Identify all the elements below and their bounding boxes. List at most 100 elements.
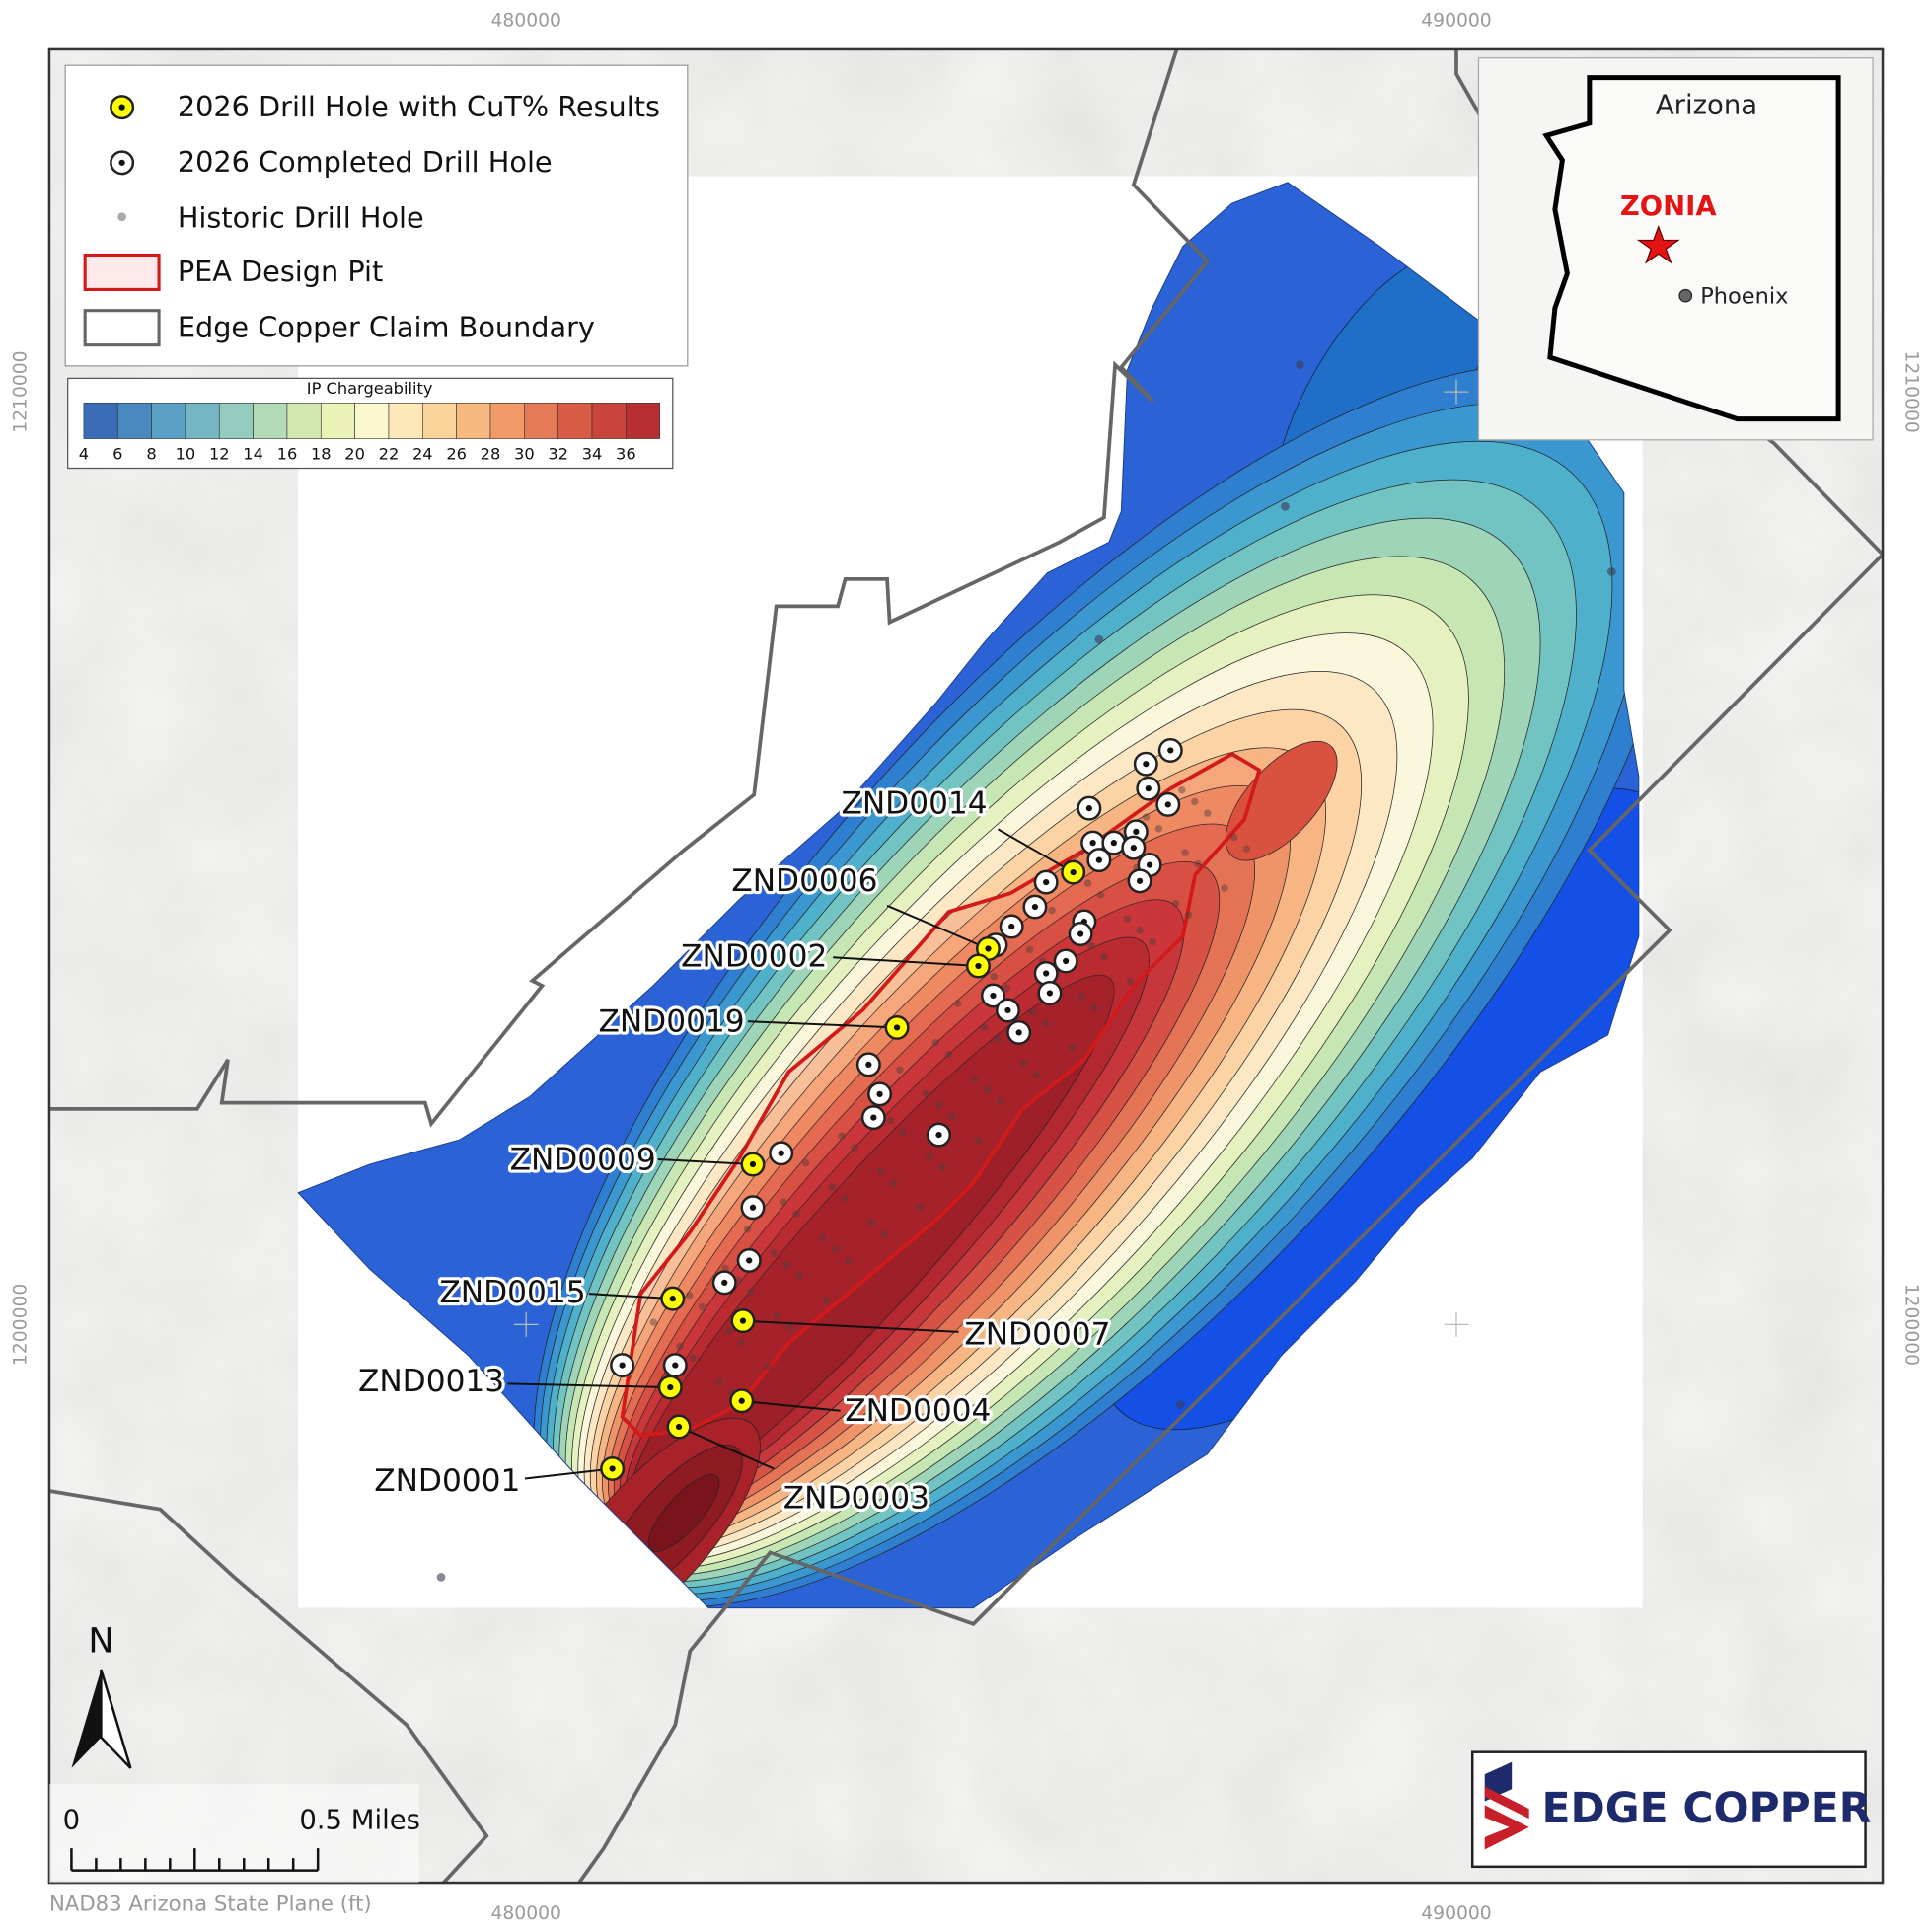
- historic-hole: [1032, 1071, 1041, 1078]
- historic-hole: [1175, 1400, 1185, 1409]
- historic-hole: [1181, 849, 1189, 856]
- projection-note: NAD83 Arizona State Plane (ft): [49, 1893, 372, 1917]
- historic-hole: [922, 1089, 930, 1098]
- historic-hole: [721, 1264, 729, 1273]
- legend: 2026 Drill Hole with CuT% Results 2026 C…: [64, 64, 689, 367]
- legend-symbol: [83, 309, 161, 347]
- historic-hole: [1126, 977, 1135, 986]
- colorbar-swatch: [591, 403, 627, 439]
- historic-hole: [764, 1363, 772, 1371]
- legend-label: PEA Design Pit: [178, 255, 383, 288]
- legend-label: 2026 Completed Drill Hole: [178, 145, 553, 179]
- result-hole-center: [669, 1296, 676, 1302]
- legend-box: [64, 64, 689, 367]
- drill-holes: ZND0014 ZND0006 ZND0002 ZND0019 ZND0009 ZND00…: [355, 737, 1183, 1520]
- historic-hole: [698, 1302, 706, 1311]
- historic-hole: [1242, 845, 1251, 853]
- historic-hole: [1154, 824, 1163, 833]
- historic-hole: [880, 1229, 888, 1238]
- historic-hole: [1281, 501, 1290, 511]
- historic-hole: [436, 1572, 446, 1582]
- historic-hole: [1019, 1059, 1028, 1067]
- colorbar-tick-label: 18: [311, 444, 332, 463]
- historic-hole: [896, 1066, 904, 1074]
- hole-label: ZND0001: [374, 1463, 520, 1499]
- historic-hole: [1083, 879, 1092, 887]
- legend-label: 2026 Drill Hole with CuT% Results: [178, 90, 660, 123]
- result-hole-center: [675, 1423, 683, 1431]
- historic-hole: [938, 1163, 946, 1172]
- arizona-outline: [1542, 75, 1841, 422]
- coord-label: 1200000: [1900, 1284, 1921, 1366]
- completed-hole-center: [935, 1131, 942, 1139]
- colorbar-tick-label: 32: [548, 444, 568, 463]
- historic-hole: [1029, 1007, 1037, 1016]
- colorbar-swatch: [456, 403, 491, 439]
- historic-hole: [649, 1318, 658, 1326]
- completed-hole-center: [1004, 1006, 1011, 1014]
- completed-hole-center: [1133, 828, 1140, 836]
- historic-hole: [785, 1323, 794, 1331]
- completed-hole-center: [1167, 747, 1174, 754]
- inset-site: ZONIA: [1620, 191, 1717, 222]
- leader-line: [742, 1319, 959, 1333]
- colorbar-swatch: [116, 403, 152, 439]
- colorbar-swatch: [83, 403, 118, 439]
- result-hole-center: [667, 1383, 674, 1391]
- historic-hole: [899, 1128, 907, 1137]
- colorbar-tick-label: 24: [412, 444, 433, 463]
- historic-hole: [1171, 899, 1180, 908]
- colorbar-swatch: [524, 403, 558, 439]
- historic-hole: [1191, 797, 1199, 806]
- colorbar-tick-label: 36: [616, 444, 636, 463]
- completed-hole-center: [870, 1114, 877, 1121]
- completed-hole-center: [1043, 970, 1050, 977]
- historic-hole: [737, 1338, 746, 1347]
- colorbar-swatch: [253, 403, 288, 439]
- result-hole-center: [985, 945, 992, 952]
- historic-hole: [1048, 906, 1056, 915]
- historic-hole: [676, 1342, 684, 1351]
- historic-hole: [886, 1116, 895, 1125]
- historic-hole: [828, 1183, 837, 1191]
- result-hole-center: [975, 962, 982, 970]
- logo: EDGE COPPER: [1470, 1750, 1871, 1869]
- legend-label: Edge Copper Claim Boundary: [178, 310, 595, 343]
- arrow-half: [71, 1670, 102, 1768]
- hole-label: ZND0015: [439, 1275, 585, 1310]
- completed-hole-center: [1015, 1029, 1022, 1036]
- historic-hole: [1229, 833, 1238, 842]
- hole-label: ZND0014: [841, 785, 987, 821]
- historic-hole: [801, 1158, 810, 1167]
- completed-hole-center: [1164, 801, 1171, 808]
- historic-hole: [984, 1085, 992, 1094]
- hole-label: ZND0019: [598, 1003, 744, 1039]
- colorbar-tick-label: 6: [112, 444, 122, 463]
- completed-hole-center: [1063, 957, 1070, 965]
- historic-hole: [867, 1219, 875, 1226]
- legend-symbol: [118, 159, 125, 166]
- colorbar-swatch: [489, 403, 525, 439]
- historic-hole: [1149, 937, 1156, 946]
- completed-hole-center: [865, 1061, 872, 1069]
- colorbar-tick-label: 4: [79, 444, 89, 463]
- historic-hole: [974, 1137, 983, 1145]
- completed-hole-center: [749, 1204, 757, 1211]
- historic-hole: [1184, 911, 1193, 920]
- historic-hole: [876, 1167, 885, 1175]
- colorbar-title: IP Chargeability: [307, 379, 433, 398]
- historic-hole: [971, 1075, 979, 1082]
- completed-hole-center: [1146, 861, 1153, 868]
- north-arrow: N: [71, 1622, 132, 1769]
- result-hole-center: [738, 1397, 745, 1404]
- inset-map: Arizona ZONIA Phoenix: [1477, 57, 1874, 441]
- completed-hole-center: [1130, 845, 1137, 852]
- historic-hole: [1136, 927, 1144, 934]
- historic-hole: [1100, 953, 1108, 961]
- completed-hole-center: [1046, 990, 1054, 997]
- leader-line: [833, 956, 979, 967]
- historic-hole: [1178, 785, 1186, 794]
- leader-line: [997, 828, 1075, 873]
- historic-hole: [1194, 859, 1202, 868]
- scale-ticks: [70, 1848, 320, 1872]
